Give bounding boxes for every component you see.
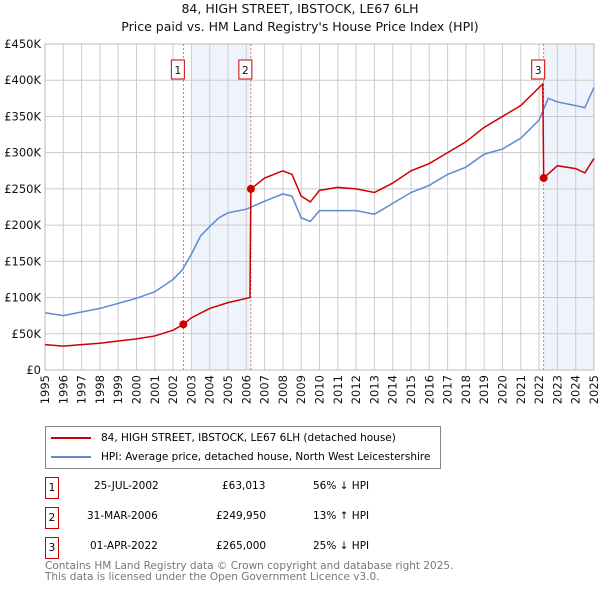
- y-tick-label: £250K: [4, 182, 41, 196]
- x-tick-label: 2021: [514, 375, 528, 404]
- table-row: 3 01-APR-2022 £265,000 25% ↓ HPI: [45, 537, 465, 559]
- x-tick-label: 2015: [404, 375, 418, 404]
- y-tick-label: £300K: [4, 146, 41, 160]
- legend-label: 84, HIGH STREET, IBSTOCK, LE67 6LH (deta…: [101, 432, 396, 444]
- x-tick-label: 2016: [422, 375, 436, 404]
- legend-label: HPI: Average price, detached house, Nort…: [101, 451, 431, 463]
- sale-price: £63,013: [222, 480, 266, 492]
- shaded-period: [543, 44, 594, 370]
- x-tick-label: 2013: [367, 375, 381, 404]
- x-tick-label: 2009: [294, 375, 308, 404]
- sale-hpi: 13% ↑ HPI: [313, 510, 370, 522]
- x-tick-label: 2014: [386, 375, 400, 404]
- x-tick-label: 2005: [221, 375, 235, 404]
- y-tick-label: £450K: [4, 37, 41, 51]
- x-tick-label: 2008: [276, 375, 290, 404]
- legend-swatch-blue: [51, 456, 91, 458]
- chart-subtitle: Price paid vs. HM Land Registry's House …: [121, 19, 479, 34]
- x-tick-label: 2025: [587, 375, 600, 404]
- sale-date: 01-APR-2022: [90, 540, 158, 552]
- x-tick-label: 2018: [459, 375, 473, 404]
- x-tick-label: 1998: [93, 375, 107, 404]
- x-tick-label: 2010: [313, 375, 327, 404]
- x-tick-label: 2001: [148, 375, 162, 404]
- x-tick-label: 2019: [477, 375, 491, 404]
- chart-title: 84, HIGH STREET, IBSTOCK, LE67 6LH: [181, 1, 419, 16]
- sale-point: [179, 320, 188, 329]
- x-tick-label: 2003: [184, 375, 198, 404]
- plot-area: £0 £50K £100K £150K £200K £250K £300K £350K £400…: [4, 37, 600, 404]
- legend: 84, HIGH STREET, IBSTOCK, LE67 6LH (deta…: [45, 426, 441, 469]
- hpi-line: [44, 87, 595, 317]
- sale-marker-label: 3: [535, 65, 542, 77]
- x-tick-label: 2022: [532, 375, 546, 404]
- sale-marker-box: [170, 59, 185, 80]
- sale-marker-box: [238, 59, 253, 80]
- legend-swatch-red: [51, 437, 91, 439]
- sale-price: £249,950: [216, 510, 267, 522]
- sale-marker-label: 1: [45, 477, 59, 499]
- y-tick-label: £0: [26, 363, 41, 377]
- sale-marker-label: 2: [45, 507, 59, 529]
- y-tick-label: £150K: [4, 254, 41, 268]
- x-tick-label: 1995: [38, 375, 52, 404]
- sale-hpi: 56% ↓ HPI: [313, 480, 370, 492]
- sale-marker-label: 1: [175, 65, 182, 77]
- sale-hpi: 25% ↓ HPI: [313, 540, 370, 552]
- sale-point: [539, 174, 548, 183]
- table-row: 1 25-JUL-2002 £63,013 56% ↓ HPI: [45, 477, 465, 499]
- sale-marker-label: 3: [45, 537, 59, 559]
- x-tick-label: 2002: [166, 375, 180, 404]
- x-tick-label: 2000: [130, 375, 144, 404]
- sale-price: £265,000: [216, 540, 267, 552]
- x-tick-label: 2007: [258, 375, 272, 404]
- property-price-line: [44, 82, 595, 347]
- y-tick-label: £350K: [4, 109, 41, 123]
- x-tick-label: 2024: [569, 375, 583, 404]
- y-tick-label: £50K: [12, 327, 42, 341]
- y-tick-label: £400K: [4, 73, 41, 87]
- y-tick-label: £200K: [4, 218, 41, 232]
- x-tick-label: 2017: [441, 375, 455, 404]
- plot-border: [44, 43, 595, 371]
- y-tick-label: £100K: [4, 291, 41, 305]
- sale-marker-label: 2: [242, 65, 249, 77]
- footer-licence: This data is licensed under the Open Gov…: [45, 571, 380, 583]
- sale-date: 25-JUL-2002: [94, 480, 159, 492]
- x-tick-label: 1997: [75, 375, 89, 404]
- legend-item-property: 84, HIGH STREET, IBSTOCK, LE67 6LH (deta…: [51, 429, 396, 447]
- x-tick-label: 1996: [56, 375, 70, 404]
- sale-point: [246, 184, 255, 193]
- sale-date: 31-MAR-2006: [87, 510, 158, 522]
- table-row: 2 31-MAR-2006 £249,950 13% ↑ HPI: [45, 507, 465, 529]
- x-tick-label: 2023: [550, 375, 564, 404]
- x-tick-label: 1999: [111, 375, 125, 404]
- x-tick-label: 2012: [349, 375, 363, 404]
- legend-item-hpi: HPI: Average price, detached house, Nort…: [51, 448, 430, 466]
- sale-marker-box: [531, 59, 546, 80]
- x-tick-label: 2006: [239, 375, 253, 404]
- x-tick-label: 2004: [203, 375, 217, 404]
- x-tick-label: 2011: [331, 375, 345, 404]
- x-tick-label: 2020: [496, 375, 510, 404]
- shaded-period: [191, 44, 251, 370]
- footer-copyright: Contains HM Land Registry data © Crown c…: [45, 560, 454, 572]
